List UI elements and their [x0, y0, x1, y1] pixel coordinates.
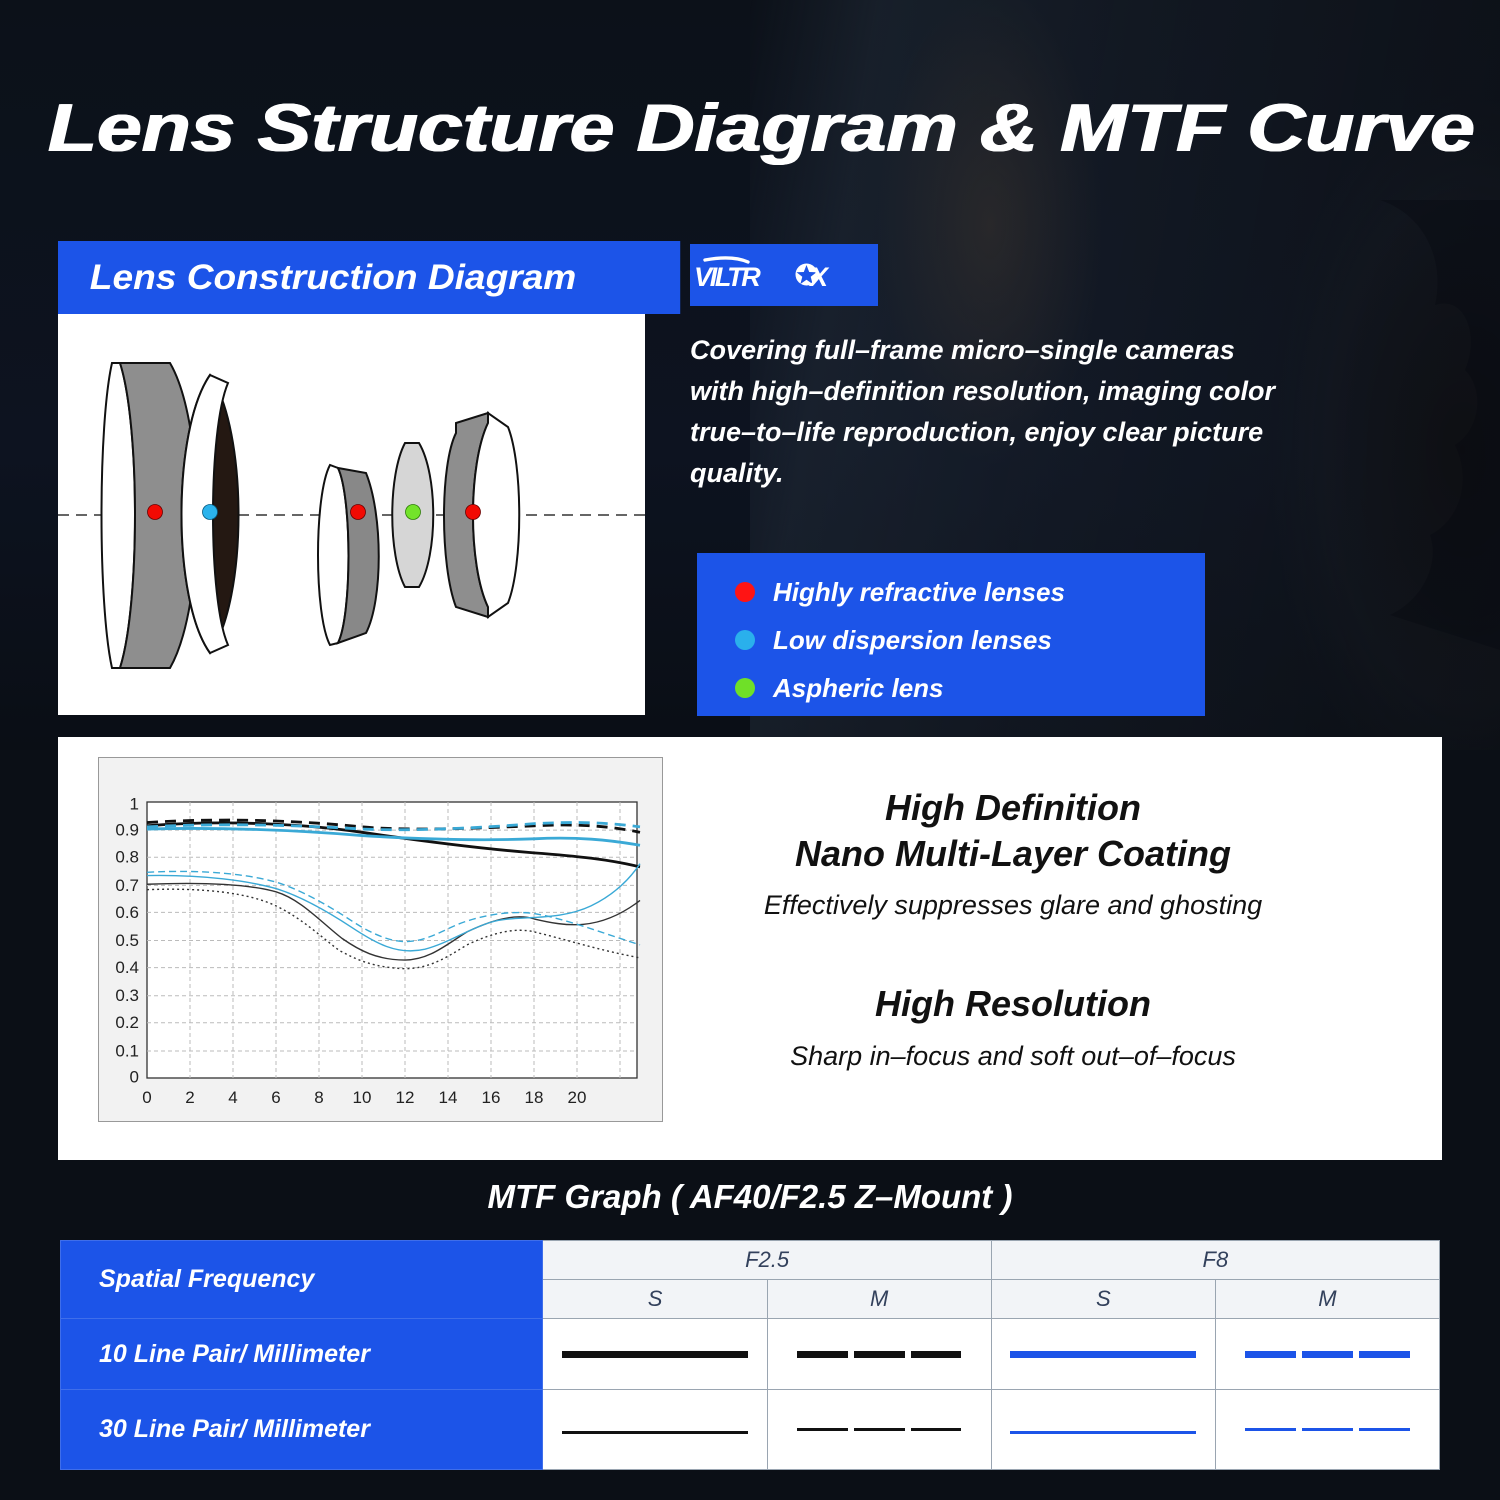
svg-text:14: 14	[439, 1088, 458, 1107]
svg-text:0.3: 0.3	[115, 986, 139, 1005]
svg-text:16: 16	[482, 1088, 501, 1107]
svg-text:VILTR: VILTR	[694, 262, 761, 292]
svg-text:0.4: 0.4	[115, 958, 139, 977]
svg-text:0: 0	[142, 1088, 151, 1107]
svg-text:0.1: 0.1	[115, 1041, 139, 1060]
svg-text:8: 8	[314, 1088, 323, 1107]
svg-text:0.9: 0.9	[115, 821, 139, 840]
svg-text:18: 18	[525, 1088, 544, 1107]
svg-text:0.7: 0.7	[115, 876, 139, 895]
svg-text:2: 2	[185, 1088, 194, 1107]
svg-text:6: 6	[271, 1088, 280, 1107]
svg-text:10: 10	[353, 1088, 372, 1107]
svg-text:X: X	[808, 262, 830, 292]
svg-text:12: 12	[396, 1088, 415, 1107]
svg-text:0.6: 0.6	[115, 903, 139, 922]
svg-text:20: 20	[568, 1088, 587, 1107]
svg-text:0.5: 0.5	[115, 931, 139, 950]
svg-text:0: 0	[130, 1067, 139, 1086]
svg-text:1: 1	[130, 795, 139, 814]
svg-text:4: 4	[228, 1088, 237, 1107]
svg-text:0.8: 0.8	[115, 848, 139, 867]
svg-text:0.2: 0.2	[115, 1013, 139, 1032]
